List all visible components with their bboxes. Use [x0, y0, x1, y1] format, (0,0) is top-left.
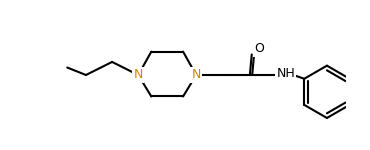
Text: N: N: [191, 69, 201, 81]
Text: O: O: [255, 42, 265, 55]
Text: N: N: [134, 69, 143, 81]
Text: F: F: [369, 63, 370, 76]
Text: NH: NH: [276, 67, 295, 80]
